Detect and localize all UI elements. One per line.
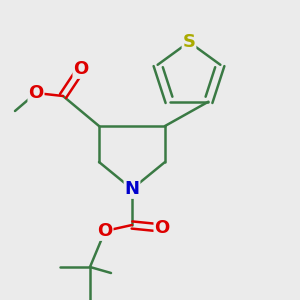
Text: O: O bbox=[154, 219, 169, 237]
Text: O: O bbox=[98, 222, 112, 240]
Text: O: O bbox=[74, 60, 88, 78]
Text: O: O bbox=[28, 84, 44, 102]
Text: S: S bbox=[182, 33, 196, 51]
Text: N: N bbox=[124, 180, 140, 198]
